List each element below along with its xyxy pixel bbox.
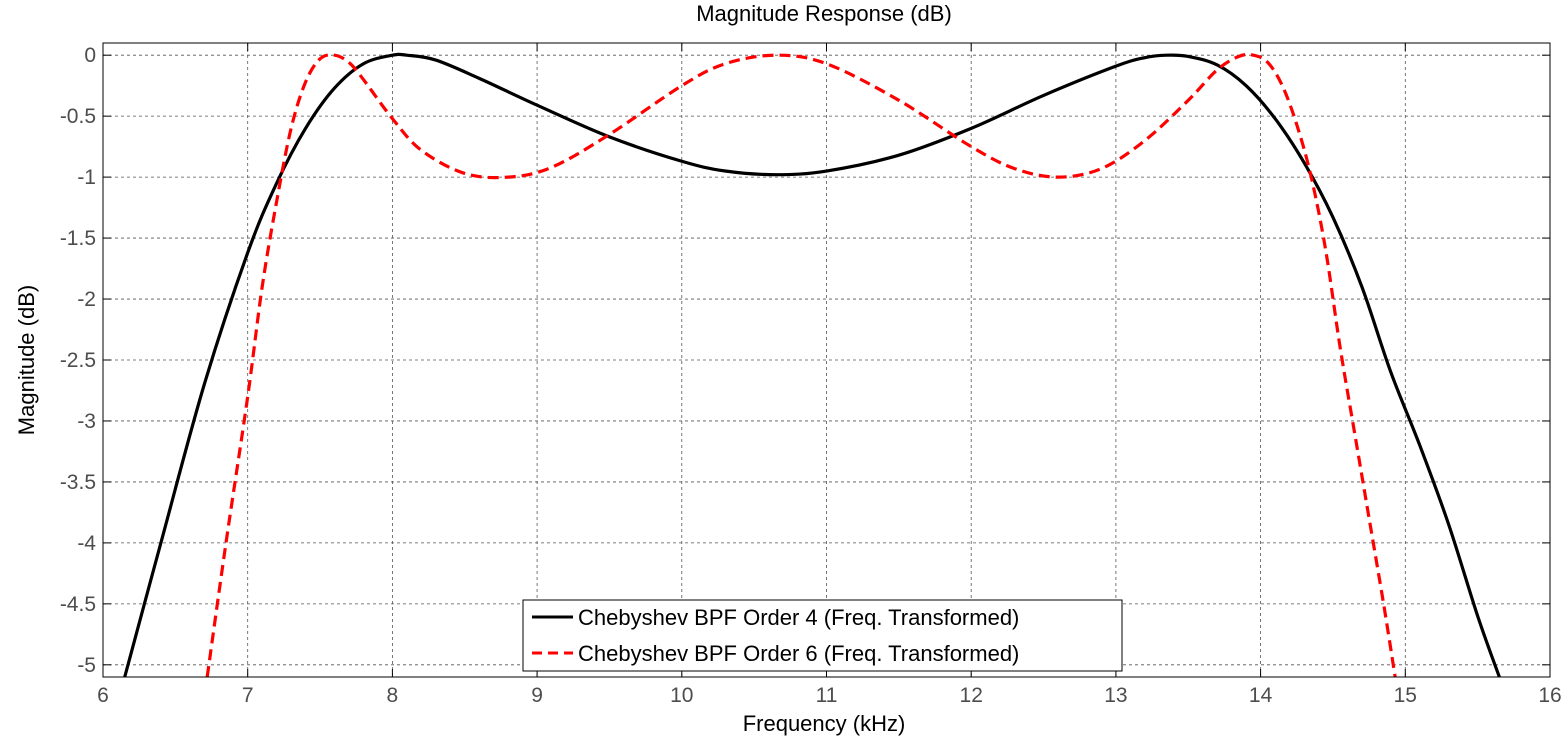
x-tick-label: 12 (960, 684, 983, 707)
y-axis-title: Magnitude (dB) (14, 285, 39, 435)
x-tick-label: 13 (1104, 684, 1127, 707)
x-tick-label: 7 (242, 684, 254, 707)
y-tick-label: 0 (84, 44, 96, 67)
y-tick-label: -4.5 (60, 593, 96, 616)
x-tick-label: 10 (670, 684, 693, 707)
x-tick-label: 16 (1538, 684, 1561, 707)
x-tick-label: 11 (816, 684, 838, 707)
series-line-order4 (123, 52, 1501, 677)
y-tick-label: -1 (77, 166, 96, 189)
y-tick-label: -2 (77, 288, 96, 311)
x-tick-label: 8 (387, 684, 399, 707)
x-tick-label: 6 (97, 684, 109, 707)
y-tick-label: -5 (77, 654, 96, 677)
y-tick-label: -1.5 (60, 227, 96, 250)
legend-label-order6: Chebyshev BPF Order 6 (Freq. Transformed… (578, 641, 1019, 666)
y-tick-label: -4 (77, 532, 96, 555)
x-tick-label: 15 (1394, 684, 1417, 707)
x-tick-label: 14 (1249, 684, 1273, 707)
legend: Chebyshev BPF Order 4 (Freq. Transformed… (522, 599, 1123, 672)
plot-frame (102, 42, 1551, 678)
y-tick-label: -3 (77, 410, 96, 433)
y-tick-label: -2.5 (60, 349, 96, 372)
series-line-order6 (205, 52, 1397, 677)
chart-title: Magnitude Response (dB) (696, 1, 952, 26)
x-axis-title: Frequency (kHz) (743, 711, 906, 736)
legend-label-order4: Chebyshev BPF Order 4 (Freq. Transformed… (578, 605, 1019, 630)
legend-box (522, 599, 1123, 672)
y-axis-ticks: 0 -0.5 -1 -1.5 -2 -2.5 -3 -3.5 -4 -4.5 -5 (60, 44, 1550, 677)
y-tick-label: -0.5 (60, 105, 96, 128)
x-tick-label: 9 (531, 684, 543, 707)
series-layer (123, 52, 1501, 677)
y-tick-label: -3.5 (60, 471, 96, 494)
